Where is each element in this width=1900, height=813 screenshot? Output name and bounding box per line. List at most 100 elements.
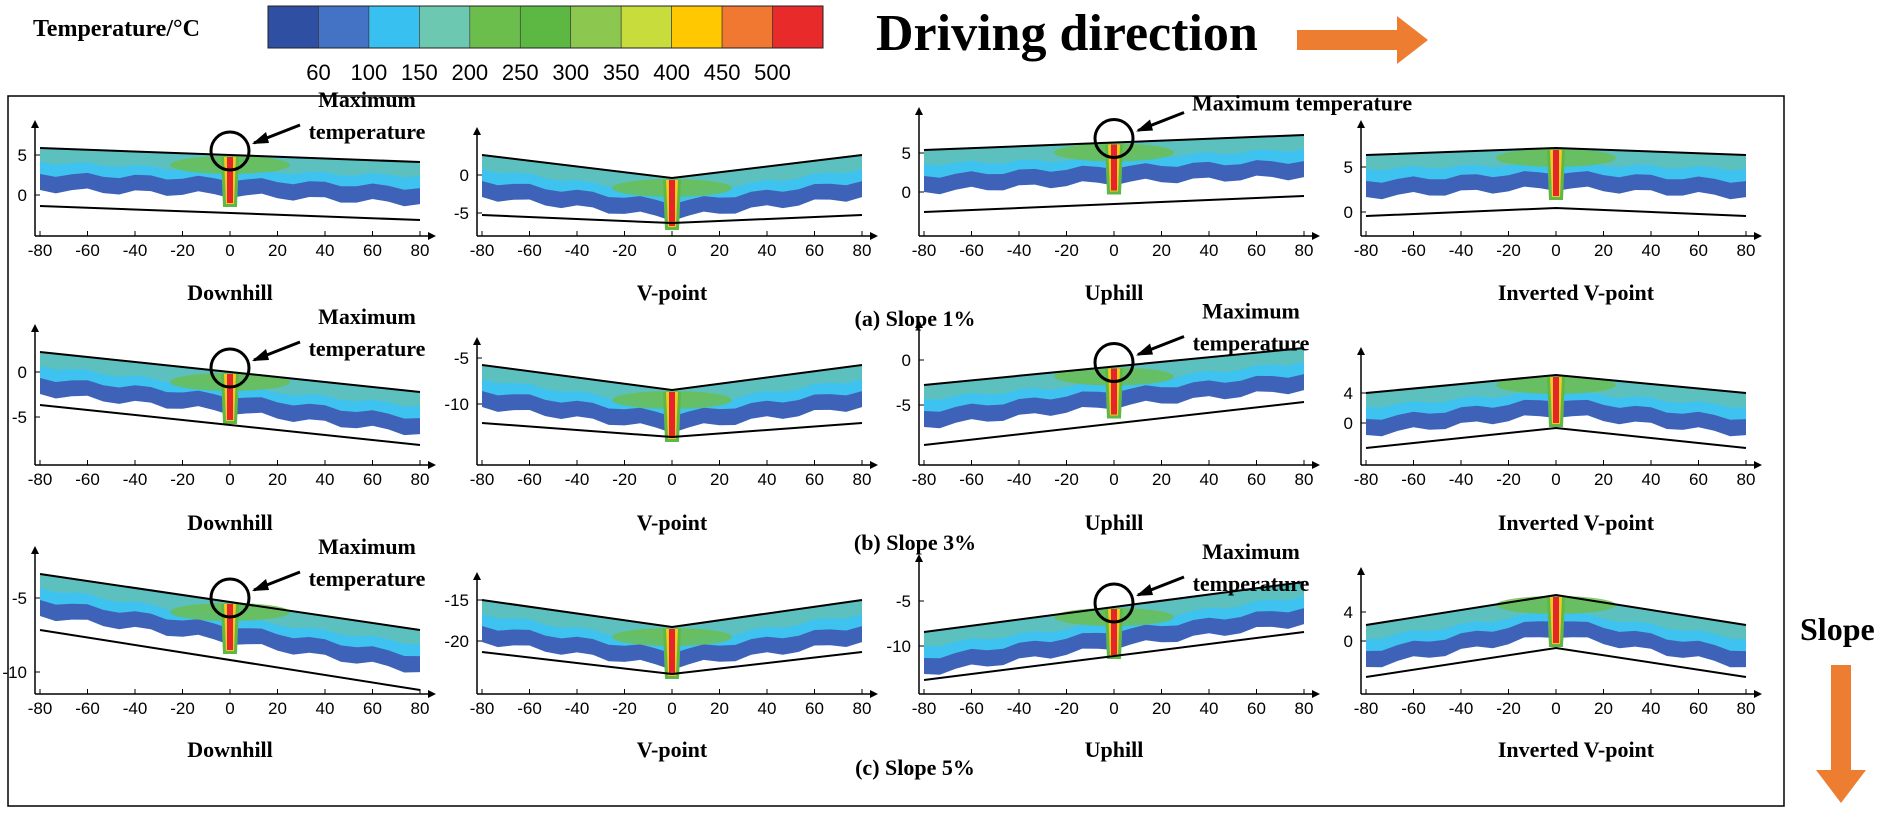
x-tick-label: 40: [1200, 241, 1219, 260]
y-axis-arrow-icon: [1357, 567, 1365, 575]
x-tick-label: 60: [1689, 241, 1708, 260]
annotation-arrow-icon: [1136, 343, 1153, 356]
x-tick-label: 80: [411, 699, 430, 718]
y-tick-label: -5: [12, 589, 27, 608]
base-line: [39, 629, 421, 691]
x-tick-label: 0: [225, 470, 234, 489]
y-tick-label: 0: [460, 166, 469, 185]
axes: -80 -60 -40 -20 0 20 40 60 80 5 0: [902, 107, 1320, 260]
x-tick-label: -60: [75, 470, 100, 489]
x-tick-label: -80: [1354, 470, 1379, 489]
crack-plume-core: [669, 392, 675, 438]
x-tick-label: 80: [1737, 241, 1756, 260]
x-tick-label: 80: [1295, 241, 1314, 260]
axes: -80 -60 -40 -20 0 20 40 60 80 5 0: [18, 120, 436, 260]
y-tick-label: 5: [1344, 158, 1353, 177]
x-tick-label: 40: [316, 241, 335, 260]
x-tick-label: 0: [1551, 699, 1560, 718]
x-tick-label: -60: [959, 699, 984, 718]
driving-direction: Driving direction: [876, 5, 1428, 64]
x-tick-label: -80: [1354, 241, 1379, 260]
x-tick-label: -80: [470, 470, 495, 489]
annotation-text: temperature: [309, 119, 426, 144]
slope-label: Slope: [1800, 611, 1875, 647]
y-tick-label: -15: [444, 591, 469, 610]
road-surface-line: [39, 573, 421, 631]
panel-downhill: -80 -60 -40 -20 0 20 40 60 80 0 -5 Downhill Maximum t…: [12, 304, 436, 535]
panel-label: Inverted V-point: [1498, 280, 1655, 305]
x-axis-arrow-icon: [1312, 690, 1320, 698]
axes: -80 -60 -40 -20 0 20 40 60 80 -5 -10: [886, 554, 1320, 718]
y-tick-label: 5: [18, 146, 27, 165]
base-line: [481, 651, 863, 676]
y-tick-label: -5: [454, 204, 469, 223]
x-tick-label: -20: [170, 470, 195, 489]
y-axis-arrow-icon: [473, 337, 481, 345]
x-tick-label: 40: [758, 699, 777, 718]
legend-tick-label: 400: [653, 60, 690, 85]
panel-label: Uphill: [1085, 510, 1144, 535]
crack-plume-core: [1111, 368, 1117, 415]
legend-tick-label: 250: [502, 60, 539, 85]
x-tick-label: -20: [1496, 241, 1521, 260]
x-tick-label: 0: [225, 241, 234, 260]
y-tick-label: 0: [902, 183, 911, 202]
x-tick-label: -40: [565, 699, 590, 718]
row-caption: (a) Slope 1%: [855, 306, 976, 331]
y-axis-arrow-icon: [915, 554, 923, 562]
axes: -80 -60 -40 -20 0 20 40 60 80 -15 -20: [444, 572, 878, 718]
legend-color-bar: [267, 5, 824, 49]
x-tick-label: -20: [1054, 241, 1079, 260]
x-tick-label: 20: [710, 241, 729, 260]
x-tick-label: 0: [1109, 470, 1118, 489]
legend-tick-label: 450: [704, 60, 741, 85]
x-tick-label: 20: [268, 241, 287, 260]
x-tick-label: 40: [758, 241, 777, 260]
max-temperature-circle: [1093, 342, 1135, 383]
x-tick-label: 0: [1109, 241, 1118, 260]
x-tick-label: -80: [912, 470, 937, 489]
panel-label: V-point: [637, 280, 708, 305]
legend-swatch: [368, 5, 420, 49]
y-axis-arrow-icon: [473, 127, 481, 135]
y-tick-label: -5: [454, 349, 469, 368]
base-line: [39, 404, 421, 446]
x-tick-label: -40: [1449, 699, 1474, 718]
base-line: [923, 631, 1305, 681]
y-tick-label: 0: [1344, 414, 1353, 433]
x-tick-label: 80: [411, 470, 430, 489]
y-axis-arrow-icon: [473, 572, 481, 580]
x-tick-label: -60: [517, 241, 542, 260]
x-tick-label: 20: [1594, 470, 1613, 489]
x-tick-label: 20: [268, 470, 287, 489]
y-axis-arrow-icon: [31, 324, 39, 332]
x-tick-label: -40: [1449, 241, 1474, 260]
base-line: [481, 214, 863, 225]
x-tick-label: 60: [1689, 699, 1708, 718]
road-surface-line: [481, 154, 863, 180]
max-temperature-annotation: Maximum temperature: [209, 87, 426, 172]
y-tick-label: 4: [1344, 384, 1353, 403]
panel-v-point: -80 -60 -40 -20 0 20 40 60 80 -5 -10 V-point: [444, 337, 878, 535]
annotation-text: temperature: [309, 336, 426, 361]
x-tick-label: 0: [1109, 699, 1118, 718]
crack-plume-core: [227, 374, 233, 420]
legend-swatch: [721, 5, 773, 49]
y-tick-label: -10: [2, 663, 27, 682]
crack-plume-core: [227, 604, 233, 650]
x-tick-label: 20: [710, 699, 729, 718]
x-tick-label: 80: [853, 241, 872, 260]
x-tick-label: 60: [363, 470, 382, 489]
crack-plume-core: [1111, 144, 1117, 191]
x-tick-label: -20: [170, 241, 195, 260]
road-surface-line: [923, 134, 1305, 151]
x-tick-label: -40: [1007, 470, 1032, 489]
x-tick-label: -60: [517, 699, 542, 718]
annotation-arrow-icon: [252, 579, 269, 591]
legend-swatch: [519, 5, 572, 49]
y-axis-arrow-icon: [1357, 347, 1365, 355]
base-line: [923, 401, 1305, 446]
x-tick-label: -80: [28, 470, 53, 489]
x-tick-label: -80: [470, 241, 495, 260]
